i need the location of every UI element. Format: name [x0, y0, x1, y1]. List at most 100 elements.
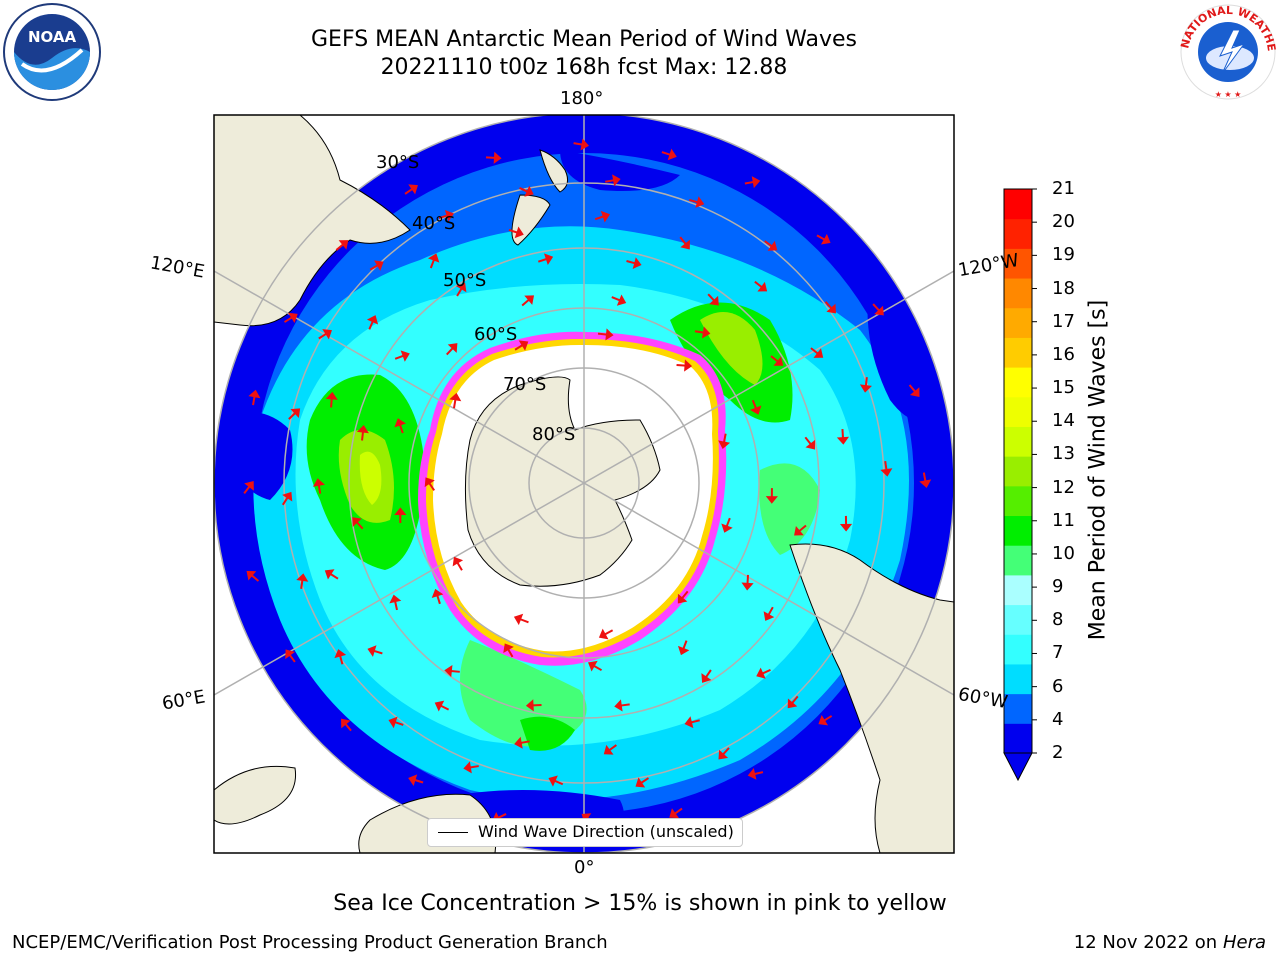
wave-direction-arrowhead	[408, 184, 418, 195]
wave-direction-arrow	[429, 259, 435, 269]
wave-direction-arrow	[690, 719, 700, 724]
wave-direction-arrow	[521, 298, 530, 307]
wave-direction-arrow	[754, 280, 763, 289]
wave-direction-arrow	[446, 347, 454, 356]
graticule	[214, 115, 954, 853]
wave-direction-arrowhead	[603, 744, 614, 755]
wave-direction-arrowhead	[388, 716, 398, 729]
colorbar-label: Mean Period of Wind Waves [s]	[1085, 299, 1111, 641]
wave-direction-arrowhead	[767, 240, 778, 251]
wave-direction-arrow	[753, 771, 764, 776]
wave-direction-arrow	[744, 180, 754, 185]
wave-direction-arrow	[252, 396, 256, 406]
wave-direction-arrowhead	[325, 391, 338, 400]
svg-text:★ ★ ★: ★ ★ ★	[1215, 90, 1242, 99]
wave-direction-arrow	[611, 296, 621, 302]
colorbar-bin	[1004, 604, 1032, 635]
wave-direction-arrowhead	[839, 523, 853, 532]
legend-line-swatch	[438, 832, 468, 833]
wave-direction-arrow	[436, 594, 441, 605]
colorbar-tick-label: 12	[1052, 476, 1075, 498]
wave-direction-arrowhead	[616, 294, 627, 306]
wave-direction-arrowhead	[352, 517, 362, 527]
colorbar-tick-label: 9	[1052, 576, 1064, 598]
wave-direction-arrow	[456, 561, 463, 571]
lat-label-70s: 70°S	[503, 374, 547, 395]
wave-direction-arrow	[661, 151, 671, 156]
chart-subtitle: 20221110 t00z 168h fcst Max: 12.88	[380, 55, 788, 80]
wind-wave-arrows	[243, 138, 932, 824]
wave-direction-arrowhead	[427, 253, 440, 263]
wave-direction-arrowhead	[600, 210, 610, 223]
wave-direction-arrow	[791, 695, 799, 704]
wave-direction-arrow	[816, 234, 826, 241]
lat-label-40s: 40°S	[412, 213, 456, 234]
wave-direction-arrow	[922, 472, 927, 482]
colorbar-bin	[1004, 426, 1032, 457]
wave-direction-arrowhead	[367, 645, 377, 657]
wave-direction-arrowhead	[394, 507, 407, 516]
wave-direction-arrowhead	[718, 440, 731, 450]
colorbar-bin	[1004, 307, 1032, 338]
wave-direction-arrowhead	[750, 405, 762, 415]
wave-direction-arrowhead	[524, 295, 535, 305]
colorbar-tick-label: 13	[1052, 443, 1075, 465]
wave-direction-arrow	[722, 747, 730, 756]
wave-direction-arrowhead	[765, 496, 778, 504]
colorbar-tick-label: 6	[1052, 675, 1064, 697]
credit-host: Hera	[1222, 932, 1266, 953]
wave-direction-arrow	[810, 347, 819, 355]
colorbar-bin	[1004, 663, 1032, 695]
wave-direction-arrow	[300, 579, 304, 589]
wave-direction-arrowhead	[431, 588, 444, 598]
wave-direction-arrowhead	[444, 209, 454, 222]
wave-direction-arrowhead	[544, 253, 554, 265]
wave-direction-arrowhead	[669, 808, 680, 819]
wave-direction-arrow	[626, 260, 636, 265]
wave-direction-arrow	[394, 721, 404, 726]
wave-direction-arrowhead	[773, 356, 784, 366]
wave-direction-arrow	[676, 363, 686, 367]
wave-direction-arrow	[884, 461, 888, 471]
wave-direction-arrowhead	[447, 343, 458, 353]
wave-direction-arrowhead	[503, 643, 514, 653]
wave-direction-arrow	[318, 332, 327, 340]
wave-direction-arrowhead	[632, 257, 642, 269]
wave-direction-arrowhead	[356, 425, 369, 434]
wave-direction-arrow	[288, 654, 296, 663]
wave-direction-arrowhead	[859, 384, 872, 393]
wave-direction-arrow	[281, 496, 289, 506]
wave-direction-arrow	[398, 424, 404, 434]
wave-direction-arrow	[355, 521, 364, 530]
wave-direction-arrow	[394, 354, 404, 360]
wave-direction-arrowhead	[514, 736, 523, 749]
wave-direction-arrowhead	[614, 699, 623, 712]
wave-direction-arrow	[329, 573, 339, 580]
colorbar-bin	[1004, 367, 1032, 398]
wave-direction-arrow	[450, 669, 460, 673]
wave-direction-arrowhead	[324, 569, 335, 580]
lat-label-60s: 60°S	[474, 324, 518, 345]
wave-direction-arrow	[361, 431, 365, 441]
wave-direction-arrow	[767, 606, 774, 616]
lon-label-0: 0°	[574, 857, 595, 878]
colorbar-tick-label: 15	[1052, 377, 1075, 399]
wave-direction-arrowhead	[709, 295, 719, 306]
wave-direction-arrowhead	[787, 698, 798, 709]
wave-direction-arrow	[604, 629, 614, 636]
wave-direction-arrowhead	[513, 613, 524, 626]
wave-direction-arrowhead	[548, 775, 558, 787]
colorbar-bin	[1004, 545, 1032, 576]
wave-direction-arrow	[330, 398, 333, 408]
wave-direction-arrowhead	[612, 174, 621, 187]
wave-direction-arrowhead	[248, 389, 261, 399]
colorbar-tick-label: 21	[1052, 178, 1075, 199]
colorbar-tick-label: 16	[1052, 343, 1075, 365]
wave-direction-arrowhead	[296, 573, 309, 582]
lat-label-50s: 50°S	[443, 270, 487, 291]
colorbar-tick-label: 20	[1052, 211, 1075, 233]
wave-direction-arrowhead	[836, 436, 849, 445]
wave-direction-arrowhead	[374, 260, 384, 271]
wave-direction-arrow	[339, 655, 344, 665]
colorbar-tick-label: 17	[1052, 310, 1075, 332]
